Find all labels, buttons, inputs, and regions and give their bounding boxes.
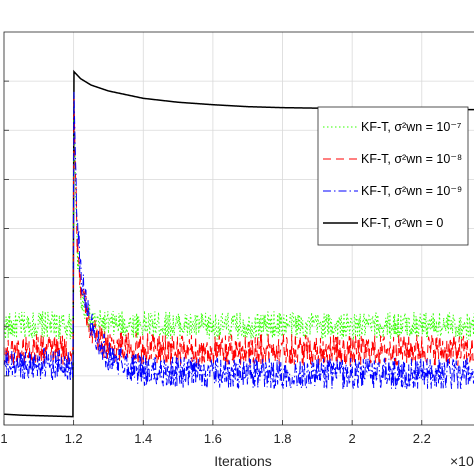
x-tick-label: 1.4 [134,431,152,446]
legend-label-0: KF-T, σ²wn = 10⁻⁷ [361,120,462,134]
x-tick-label: 1 [0,431,7,446]
series-line-1 [3,94,474,367]
x-axis-label: Iterations [214,453,272,469]
legend-label-2: KF-T, σ²wn = 10⁻⁹ [361,184,462,198]
x-tick-label: 1.6 [204,431,222,446]
legend: KF-T, σ²wn = 10⁻⁷ KF-T, σ²wn = 10⁻⁸ KF-T, … [317,106,469,246]
series-line-0 [3,96,474,341]
x-tick-label: 1.8 [273,431,291,446]
x-tick-label: 1.2 [65,431,83,446]
legend-label-3: KF-T, σ²wn = 0 [361,216,443,230]
x-tick-labels: 1 1.2 1.4 1.6 1.8 2 2.2 [0,431,430,446]
legend-box [317,106,469,246]
x-tick-label: 2.2 [413,431,431,446]
series-line-2 [3,91,474,390]
x-exponent-label: ×10 [450,453,474,469]
x-tick-label: 2 [349,431,356,446]
ticks [3,80,423,425]
legend-label-1: KF-T, σ²wn = 10⁻⁸ [361,152,462,166]
